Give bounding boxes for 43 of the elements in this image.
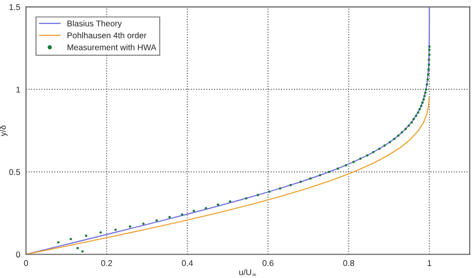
y-axis-title: y/δ — [0, 125, 8, 136]
point — [421, 101, 424, 104]
point — [427, 68, 430, 71]
point — [289, 184, 292, 186]
point — [76, 246, 79, 250]
legend-label: Blasius Theory — [68, 20, 122, 28]
line-series — [26, 97, 430, 254]
point — [428, 45, 431, 48]
point — [204, 206, 208, 210]
x-tick-label: 0 — [24, 260, 28, 266]
x-tick-label: 0.8 — [343, 260, 354, 266]
y-tick-label: 1.5 — [10, 4, 20, 10]
point — [278, 187, 282, 190]
point — [142, 222, 145, 225]
x-tick-label: 0.2 — [101, 260, 112, 266]
point — [378, 148, 381, 150]
y-tick-label: 0.5 — [9, 169, 20, 175]
point — [168, 216, 171, 218]
point — [155, 219, 158, 222]
point — [180, 213, 184, 216]
point — [400, 131, 404, 134]
point — [428, 48, 431, 52]
x-tick-label: 1 — [428, 260, 432, 266]
y-tick-label: 0 — [16, 252, 20, 258]
point — [424, 88, 428, 91]
x-tick-label: 0.6 — [262, 260, 274, 266]
x-tick-label: 0.4 — [182, 260, 193, 266]
point — [428, 63, 430, 66]
point — [414, 114, 418, 118]
point — [99, 231, 102, 234]
y-tick-label: 1 — [16, 86, 20, 92]
point — [228, 200, 232, 203]
point — [192, 210, 196, 212]
legend-label: Pohlhausen 4th order — [68, 32, 146, 38]
point — [410, 121, 413, 124]
point — [426, 73, 430, 76]
x-axis-title: u/U$_{∞}$ — [239, 269, 256, 276]
point — [81, 250, 84, 253]
legend-label: Measurement with HWA — [68, 44, 156, 50]
point — [328, 170, 330, 174]
point — [309, 177, 312, 180]
point — [412, 118, 415, 120]
point — [318, 174, 322, 176]
